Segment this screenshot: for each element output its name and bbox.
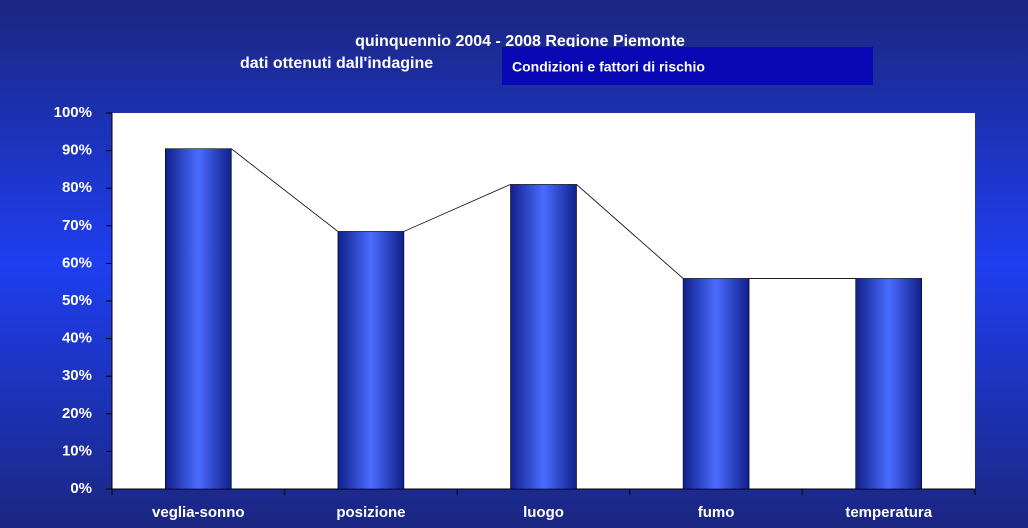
x-tick-label: temperatura	[845, 504, 932, 521]
chart-subtitle: dati ottenuti dall'indagine	[240, 55, 433, 72]
y-tick-label: 30%	[62, 367, 92, 384]
x-tick-label: veglia-sonno	[152, 504, 245, 521]
x-tick-label: posizione	[336, 504, 405, 521]
connector-line	[231, 148, 339, 232]
x-tick-label: fumo	[698, 504, 735, 521]
y-tick-label: 20%	[62, 405, 92, 422]
connector-line	[403, 184, 511, 232]
bar	[855, 278, 923, 490]
y-tick-label: 100%	[54, 104, 92, 121]
bar	[165, 148, 232, 490]
y-tick-label: 60%	[62, 254, 92, 271]
connector-line	[576, 184, 684, 279]
annotation: Condizioni e fattori di rischio	[512, 59, 705, 75]
y-tick-label: 40%	[62, 330, 92, 347]
y-tick-label: 50%	[62, 292, 92, 309]
y-tick-label: 70%	[62, 217, 92, 234]
chart-title: quinquennio 2004 - 2008 Regione Piemonte	[355, 33, 685, 50]
y-tick-label: 90%	[62, 142, 92, 159]
y-tick-label: 10%	[62, 442, 92, 459]
bar	[510, 184, 577, 490]
x-tick-label: luogo	[523, 504, 564, 521]
bar	[682, 278, 750, 490]
annotation-box	[502, 47, 873, 85]
bar	[337, 231, 405, 490]
y-tick-label: 0%	[70, 480, 92, 497]
y-tick-label: 80%	[62, 179, 92, 196]
